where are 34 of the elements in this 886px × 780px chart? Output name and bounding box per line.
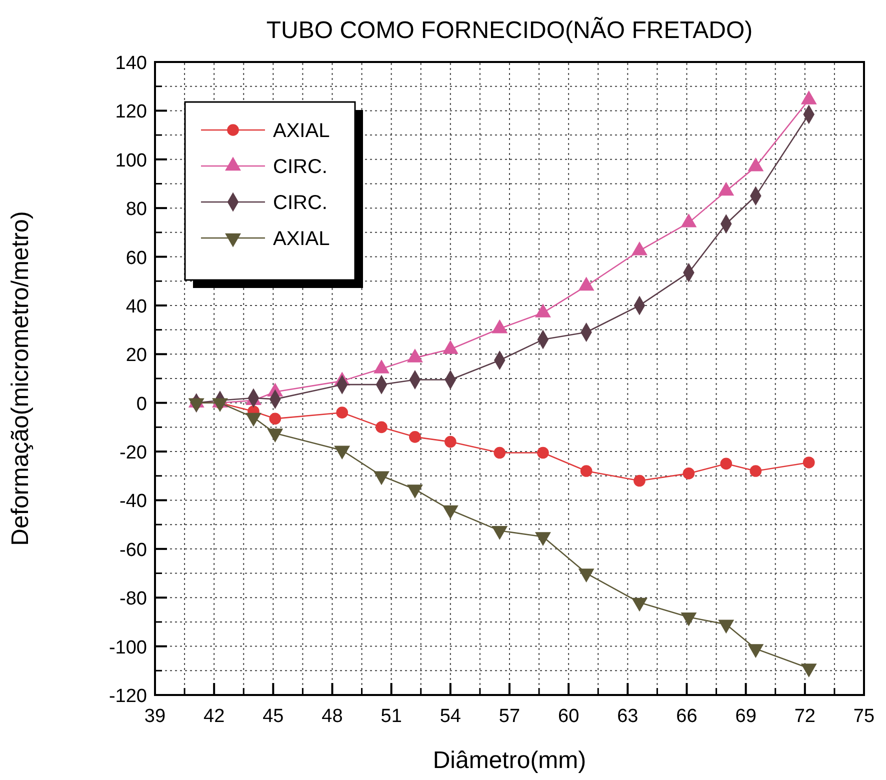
legend-label: AXIAL	[273, 120, 330, 142]
x-tick-label: 66	[676, 706, 698, 727]
x-tick-label: 51	[380, 706, 402, 727]
y-tick-label: 140	[115, 53, 147, 74]
y-tick-label: 120	[115, 102, 147, 123]
chart-title: TUBO COMO FORNECIDO(NÃO FRETADO)	[266, 16, 753, 44]
x-tick-label: 48	[322, 706, 343, 727]
y-tick-label: 20	[126, 345, 147, 366]
y-tick-label: -20	[120, 442, 147, 464]
y-tick-label: -40	[120, 491, 147, 512]
x-axis-title: Diâmetro(mm)	[432, 747, 586, 774]
x-tick-label: 45	[262, 706, 284, 727]
x-tick-label: 69	[735, 706, 756, 727]
y-tick-label: 100	[115, 150, 147, 172]
legend-label: CIRC.	[273, 156, 328, 178]
y-tick-label: -80	[120, 588, 147, 610]
x-tick-label: 57	[498, 706, 520, 727]
x-tick-label: 63	[617, 706, 638, 727]
y-tick-label: 60	[126, 248, 147, 269]
x-tick-label: 72	[794, 706, 816, 727]
x-tick-label: 42	[204, 706, 225, 727]
x-tick-label: 54	[440, 706, 462, 727]
x-tick-label: 75	[853, 706, 875, 727]
y-tick-label: 80	[126, 199, 147, 220]
legend-label: AXIAL	[273, 228, 330, 250]
legend-label: CIRC.	[273, 192, 328, 214]
y-tick-label: -60	[120, 540, 147, 561]
y-tick-label: 0	[136, 394, 147, 415]
y-tick-label: -100	[108, 637, 147, 658]
x-tick-label: 39	[144, 706, 166, 727]
y-tick-label: -120	[108, 686, 147, 707]
x-tick-label: 60	[558, 706, 580, 727]
y-tick-label: 40	[126, 296, 147, 318]
y-axis-title: Deformação(micrometro/metro)	[7, 211, 34, 546]
